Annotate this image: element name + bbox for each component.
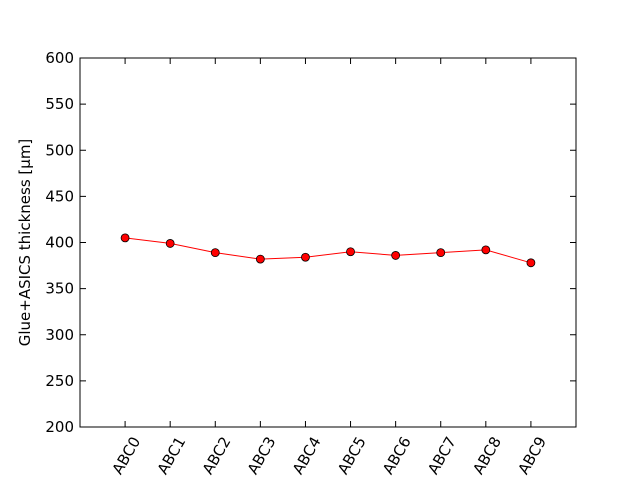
data-point (255, 254, 265, 264)
data-point (346, 247, 355, 257)
series-group (120, 233, 536, 268)
x-tick-label: ABC8 (469, 434, 505, 478)
series-line (125, 237, 532, 264)
x-tick-label: ABC1 (154, 434, 190, 478)
y-tick-label: 300 (45, 326, 74, 344)
plot-frame (79, 57, 577, 428)
data-point (120, 233, 130, 243)
data-point (436, 248, 446, 258)
x-tick-label: ABC3 (244, 434, 280, 478)
x-tick-label: ABC5 (334, 434, 370, 478)
data-point (481, 245, 491, 255)
y-axis-label: Glue+ASICS thickness [μm] (16, 139, 34, 347)
x-tick-label: ABC4 (289, 434, 325, 478)
data-point (301, 252, 310, 262)
data-point (165, 239, 175, 248)
x-tick-label: ABC2 (199, 434, 235, 478)
y-tick-label: 400 (45, 234, 74, 252)
y-tick-label: 200 (45, 418, 74, 436)
y-tick-label: 550 (45, 95, 74, 113)
y-tick-label: 450 (45, 187, 74, 205)
x-tick-label: ABC0 (109, 434, 145, 478)
y-tick-label: 250 (45, 372, 74, 390)
data-point (391, 251, 401, 260)
x-tick-label: ABC7 (424, 434, 460, 478)
x-tick-label: ABC9 (514, 434, 550, 478)
data-point (526, 258, 536, 268)
y-tick-label: 600 (45, 49, 74, 67)
y-axis: 200 250 300 350 400 450 500 550 600 (45, 49, 576, 436)
data-point (210, 248, 220, 258)
x-tick-label: ABC6 (379, 434, 415, 478)
y-tick-label: 350 (45, 280, 74, 298)
plot-background (80, 58, 576, 427)
y-tick-label: 500 (45, 141, 74, 159)
